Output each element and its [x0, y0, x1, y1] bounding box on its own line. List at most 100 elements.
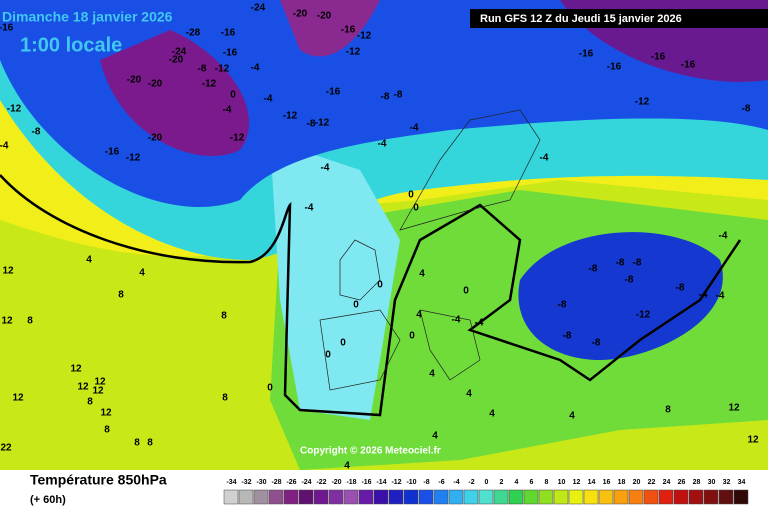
map-value-label: -8	[558, 300, 567, 311]
legend-scale-label: 10	[558, 479, 566, 486]
map-value-label: -4	[264, 94, 273, 105]
legend-scale-label: -12	[391, 479, 401, 486]
map-value-label: -8	[394, 90, 403, 101]
map-value-label: 0	[409, 331, 415, 342]
legend-scale-label: -32	[241, 479, 251, 486]
map-value-label: -12	[215, 64, 230, 75]
map-value-label: 4	[466, 389, 472, 400]
map-value-label: -16	[607, 62, 622, 73]
legend-scale-label: 32	[723, 479, 731, 486]
map-value-label: -20	[293, 9, 308, 20]
legend-swatch	[283, 489, 299, 505]
map-value-label: 8	[221, 311, 227, 322]
map-value-label: 0	[325, 350, 331, 361]
legend-scale-label: 2	[500, 479, 504, 486]
map-value-label: 12	[747, 435, 759, 446]
legend-scale-label: 6	[530, 479, 534, 486]
map-value-label: -8	[676, 283, 685, 294]
legend-scale-label: -4	[453, 479, 459, 486]
legend-scale-label: 12	[573, 479, 581, 486]
legend-swatch	[598, 489, 614, 505]
legend-swatch	[418, 489, 434, 505]
legend-scale-label: 8	[545, 479, 549, 486]
legend-scale-label: -22	[316, 479, 326, 486]
time-label: 1:00 locale	[20, 34, 122, 56]
legend-swatch	[538, 489, 554, 505]
map-value-label: -4	[410, 123, 419, 134]
map-value-label: -8	[592, 338, 601, 349]
cold-pool	[518, 232, 723, 360]
cool-zone-2	[270, 140, 400, 420]
map-value-label: -16	[698, 16, 713, 27]
map-value-label: -16	[326, 87, 341, 98]
legend-scale-label: -14	[376, 479, 386, 486]
coastlines	[319, 109, 541, 391]
map-value-label: 8	[118, 290, 124, 301]
map-value-label: 8	[665, 405, 671, 416]
map-value-label: -12	[7, 104, 22, 115]
legend-scale-label: 26	[678, 479, 686, 486]
map-value-label: 0	[377, 280, 383, 291]
legend-scale-label: -26	[286, 479, 296, 486]
map-value-label: -12	[283, 111, 298, 122]
run-label: Run GFS 12 Z du Jeudi 15 janvier 2026	[480, 13, 682, 25]
map-value-label: 12	[1, 316, 13, 327]
map-value-label: -16	[223, 48, 238, 59]
map-value-label: -16	[221, 28, 236, 39]
legend-scale-label: -24	[301, 479, 311, 486]
map-value-label: 8	[134, 438, 140, 449]
map-value-label: -8	[589, 264, 598, 275]
legend-scale-label: -8	[423, 479, 429, 486]
legend-swatch	[238, 489, 254, 505]
map-value-label: -16	[105, 147, 120, 158]
map-value-label: 4	[416, 310, 422, 321]
legend-scale-label: 34	[738, 479, 746, 486]
map-value-label: -12	[636, 310, 651, 321]
map-value-label: -12	[126, 153, 141, 164]
map-value-label: -4	[378, 139, 387, 150]
map-value-label: -16	[0, 23, 14, 34]
legend-scale-label: -6	[438, 479, 444, 486]
legend-swatch	[358, 489, 374, 505]
run-banner	[470, 9, 768, 28]
map-value-label: -4	[540, 153, 549, 164]
map-value-label: -8	[563, 331, 572, 342]
map-value-label: 4	[429, 369, 435, 380]
map-value-label: -12	[357, 31, 372, 42]
legend-swatch	[628, 489, 644, 505]
legend-swatch	[583, 489, 599, 505]
map-value-label: -16	[681, 60, 696, 71]
legend-scale-label: -18	[346, 479, 356, 486]
legend-swatch	[298, 489, 314, 505]
legend-swatch	[523, 489, 539, 505]
legend-scale-label: 24	[663, 479, 671, 486]
map-value-label: 12	[12, 393, 24, 404]
map-value-label: 12	[70, 364, 82, 375]
legend-swatch	[343, 489, 359, 505]
map-value-label: -4	[699, 290, 708, 301]
legend-swatch	[373, 489, 389, 505]
legend-swatch	[403, 489, 419, 505]
legend-swatch	[433, 489, 449, 505]
legend-scale-label: -2	[468, 479, 474, 486]
map-value-label: -20	[127, 75, 142, 86]
map-value-label: -8	[198, 64, 207, 75]
map-value-label: -12	[635, 97, 650, 108]
map-value-label: -12	[202, 79, 217, 90]
legend-swatch	[613, 489, 629, 505]
map-value-label: 0	[408, 190, 414, 201]
legend-scale-label: -16	[361, 479, 371, 486]
map-value-label: -4	[321, 163, 330, 174]
legend-scale-label: 30	[708, 479, 716, 486]
map-value-label: 8	[147, 438, 153, 449]
map-value-label: -12	[346, 47, 361, 58]
map-value-label: 0	[267, 383, 273, 394]
map-value-label: 4	[86, 255, 92, 266]
legend-swatch	[493, 489, 509, 505]
map-value-label: 12	[92, 386, 104, 397]
map-value-label: -20	[317, 11, 332, 22]
map-value-label: -12	[230, 133, 245, 144]
map-value-label: 4	[139, 268, 145, 279]
very-cold-zone-2	[280, 0, 380, 57]
legend-swatch	[478, 489, 494, 505]
